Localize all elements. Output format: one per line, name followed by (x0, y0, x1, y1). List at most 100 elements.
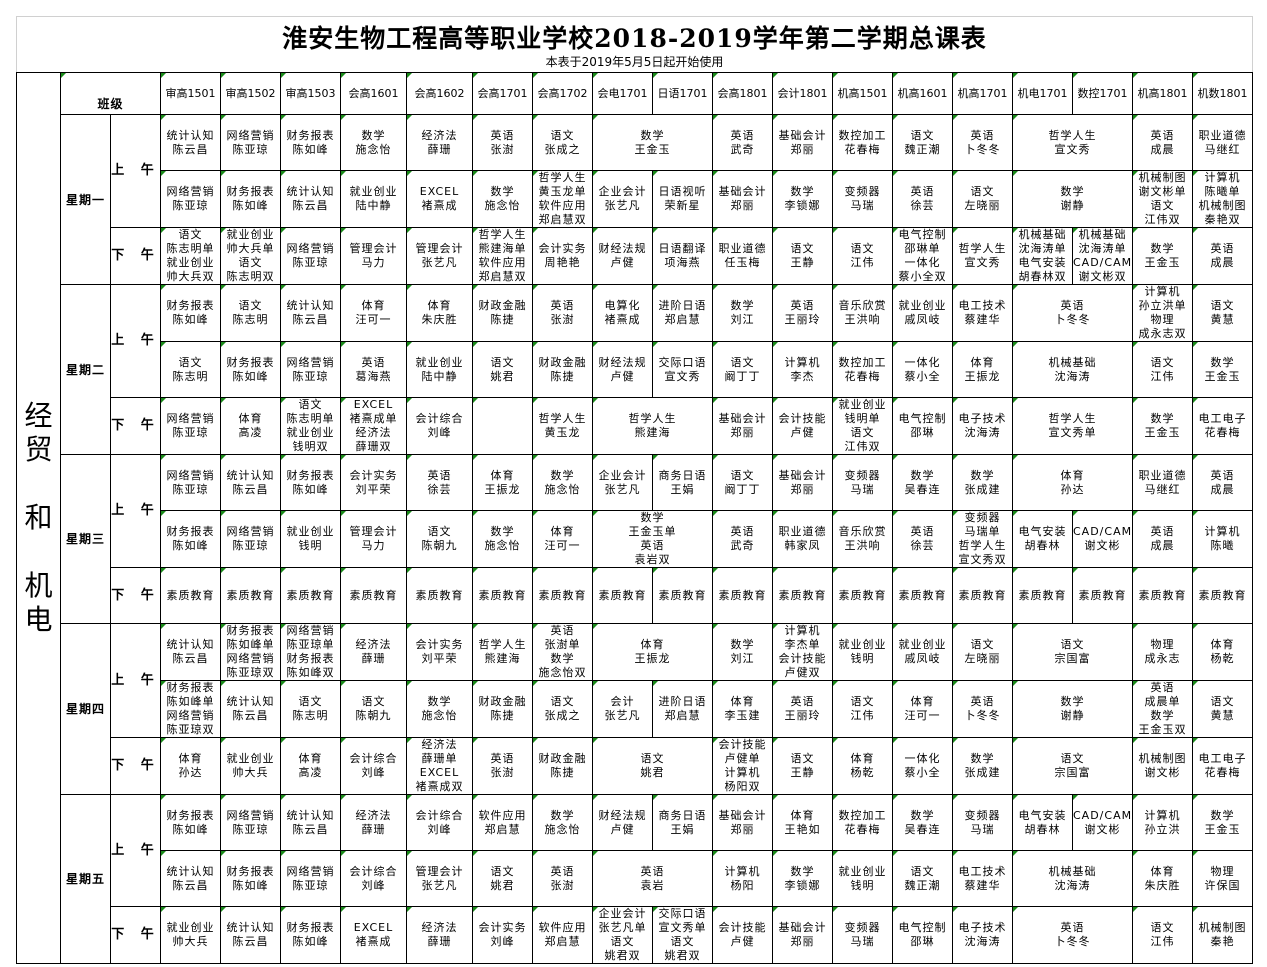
course-cell: 电工电子 花春梅 (1191, 397, 1254, 455)
course-cell: 语文 魏正潮 (892, 850, 953, 907)
course-cell: 电气安装 胡春林 (1012, 794, 1073, 851)
course-cell: 就业创业 陆中静 (406, 341, 473, 398)
course-cell: 英语 武奇 (712, 510, 773, 568)
class-column-header: 会高1701 (472, 72, 533, 115)
course-cell: 体育 王振龙 (472, 454, 533, 511)
course-cell: 经济法 薛珊 (406, 114, 473, 171)
timetable-row: 下 午网络营销 陈亚琼 体育 高凌 语文 陈志明单 就业创业 钱明双 EXCEL 褚熹… (17, 397, 1254, 455)
course-cell: 体育 王艳如 (772, 794, 833, 851)
course-cell: 数学 施念怡 (472, 510, 533, 568)
class-column-header: 机数1801 (1191, 72, 1254, 115)
class-column-header: 数控1701 (1072, 72, 1133, 115)
day-label: 星期四 (60, 623, 111, 795)
course-cell: 语文 张成之 (532, 680, 593, 738)
course-cell: 数学 刘江 (712, 623, 773, 681)
course-cell: 数学 施念怡 (340, 114, 407, 171)
course-cell: 网络营销 陈亚琼 (220, 510, 281, 568)
course-cell: 哲学人生 宣文秀单 (1012, 397, 1133, 455)
course-cell: 英语 王丽玲 (772, 284, 833, 342)
course-cell: 职业道德 马继红 (1132, 454, 1193, 511)
course-cell: 语文 江伟 (1132, 906, 1193, 964)
course-cell: 语文 陈志明 (160, 341, 221, 398)
course-cell: 英语 张澍 (472, 737, 533, 795)
course-cell: 财务报表 陈如峰 (160, 284, 221, 342)
day-label: 星期二 (60, 284, 111, 455)
course-cell: 素质教育 (712, 567, 773, 624)
course-cell: 语文 阚丁丁 (712, 454, 773, 511)
class-column-header: 会高1801 (712, 72, 773, 115)
course-cell: 数学 刘江 (712, 284, 773, 342)
course-cell: 财务报表 陈如峰 (280, 454, 341, 511)
timetable-row: 统计认知 陈云昌 财务报表 陈如峰 网络营销 陈亚琼 会计综合 刘峰 管理会计 张艺凡语… (17, 850, 1254, 907)
course-cell: 素质教育 (472, 567, 533, 624)
course-cell: 体育 孙达 (160, 737, 221, 795)
course-cell: 管理会计 马力 (340, 227, 407, 285)
course-cell: 体育 汪可一 (340, 284, 407, 342)
course-cell: 英语 武奇 (712, 114, 773, 171)
course-cell: 英语 卜冬冬 (1012, 906, 1133, 964)
course-cell: 英语 卜冬冬 (952, 114, 1013, 171)
course-cell: 会计综合 刘峰 (406, 794, 473, 851)
course-cell: 基础会计 郑丽 (772, 114, 833, 171)
half-day-label: 下 午 (110, 737, 161, 795)
course-cell: 网络营销 陈亚琼 (160, 454, 221, 511)
course-cell: 机械制图 秦艳 (1191, 906, 1254, 964)
course-cell: 哲学人生 熊建海单 软件应用 郑启慧双 (472, 227, 533, 285)
course-cell: 财务报表 陈如峰单 网络营销 陈亚琼双 (220, 623, 281, 681)
course-cell: 财务报表 陈如峰 (220, 170, 281, 228)
course-cell: 素质教育 (592, 567, 653, 624)
course-cell: 网络营销 陈亚琼 (160, 397, 221, 455)
course-cell: 就业创业 戚凤岐 (892, 284, 953, 342)
course-cell: 会计综合 刘峰 (340, 850, 407, 907)
page-title: 淮安生物工程高等职业学校2018-2019学年第二学期总课表 (282, 23, 987, 53)
course-cell: 统计认知 陈云昌 (280, 170, 341, 228)
course-cell: 计算机 李杰 (772, 341, 833, 398)
course-cell: 机械基础 沈海涛单 CAD/CAM 谢文彬双 (1072, 227, 1133, 285)
course-cell: 商务日语 王娟 (652, 454, 713, 511)
course-cell: 语文 江伟 (1132, 341, 1193, 398)
timetable-row: 下 午素质教育 素质教育 素质教育 素质教育 素质教育 素质教育 素质教育 素质教育 素质教育素… (17, 567, 1254, 624)
timetable-row: 下 午体育 孙达 就业创业 帅大兵 体育 高凌 会计综合 刘峰 经济法 薛珊单 EXCE… (17, 737, 1254, 795)
course-cell: 就业创业 帅大兵 (160, 906, 221, 964)
course-cell: 素质教育 (1132, 567, 1193, 624)
class-header: 班级 (60, 72, 161, 115)
course-cell: 语文 陈志明 (220, 284, 281, 342)
course-cell: 计算机 孙立洪单 物理 成永志双 (1132, 284, 1193, 342)
title-area: 淮安生物工程高等职业学校2018-2019学年第二学期总课表 本表于2019年5月… (15, 16, 1254, 73)
course-cell: 语文 宗国富 (1012, 737, 1133, 795)
course-cell: 统计认知 陈云昌 (280, 284, 341, 342)
course-cell: 电工技术 蔡建华 (952, 850, 1013, 907)
course-cell: 会计综合 刘峰 (340, 737, 407, 795)
half-day-label: 上 午 (110, 114, 161, 228)
course-cell: 素质教育 (1012, 567, 1073, 624)
course-cell: 会计实务 周艳艳 (532, 227, 593, 285)
course-cell: 软件应用 郑启慧 (472, 794, 533, 851)
timetable-row: 语文 陈志明 财务报表 陈如峰 网络营销 陈亚琼 英语 葛海燕 就业创业 陆中静 语文 姚… (17, 341, 1254, 398)
course-cell: 统计认知 陈云昌 (160, 114, 221, 171)
timetable: 淮安生物工程高等职业学校2018-2019学年第二学期总课表 本表于2019年5月… (15, 16, 1254, 964)
course-cell: 就业创业 陆中静 (340, 170, 407, 228)
course-cell: EXCEL 褚熹成单 经济法 薛珊双 (340, 397, 407, 455)
course-cell: 语文 江伟 (832, 680, 893, 738)
timetable-row: 下 午语文 陈志明单 就业创业 帅大兵双 就业创业 帅大兵单 语文 陈志明双 网络营… (17, 227, 1254, 285)
course-cell: 数学 王金玉 (1132, 397, 1193, 455)
course-cell: 会计综合 刘峰 (406, 397, 473, 455)
course-cell: 数学 吴春连 (892, 794, 953, 851)
course-cell: 数学 王金玉 (1191, 794, 1254, 851)
timetable-row: 下 午就业创业 帅大兵 统计认知 陈云昌 财务报表 陈如峰 EXCEL 褚熹成 经济法 … (17, 906, 1254, 964)
course-cell: 英语 成晨 (1191, 454, 1254, 511)
course-cell: 机械基础 沈海涛 (1012, 850, 1133, 907)
course-cell: 哲学人生 宣文秀 (952, 227, 1013, 285)
course-cell: 企业会计 张艺凡 (592, 454, 653, 511)
course-cell: 数学 王金玉 (1132, 227, 1193, 285)
course-cell: 物理 成永志 (1132, 623, 1193, 681)
class-column-header: 会高1601 (340, 72, 407, 115)
half-day-label: 上 午 (110, 284, 161, 398)
department-label: 经贸 和 机电 (16, 72, 61, 964)
course-cell: 体育 高凌 (220, 397, 281, 455)
course-cell: 就业创业 钱明 (832, 850, 893, 907)
class-column-header: 机高1801 (1132, 72, 1193, 115)
course-cell: 财务报表 陈如峰 (160, 794, 221, 851)
course-cell: 体育 孙达 (1012, 454, 1133, 511)
course-cell: 统计认知 陈云昌 (160, 850, 221, 907)
